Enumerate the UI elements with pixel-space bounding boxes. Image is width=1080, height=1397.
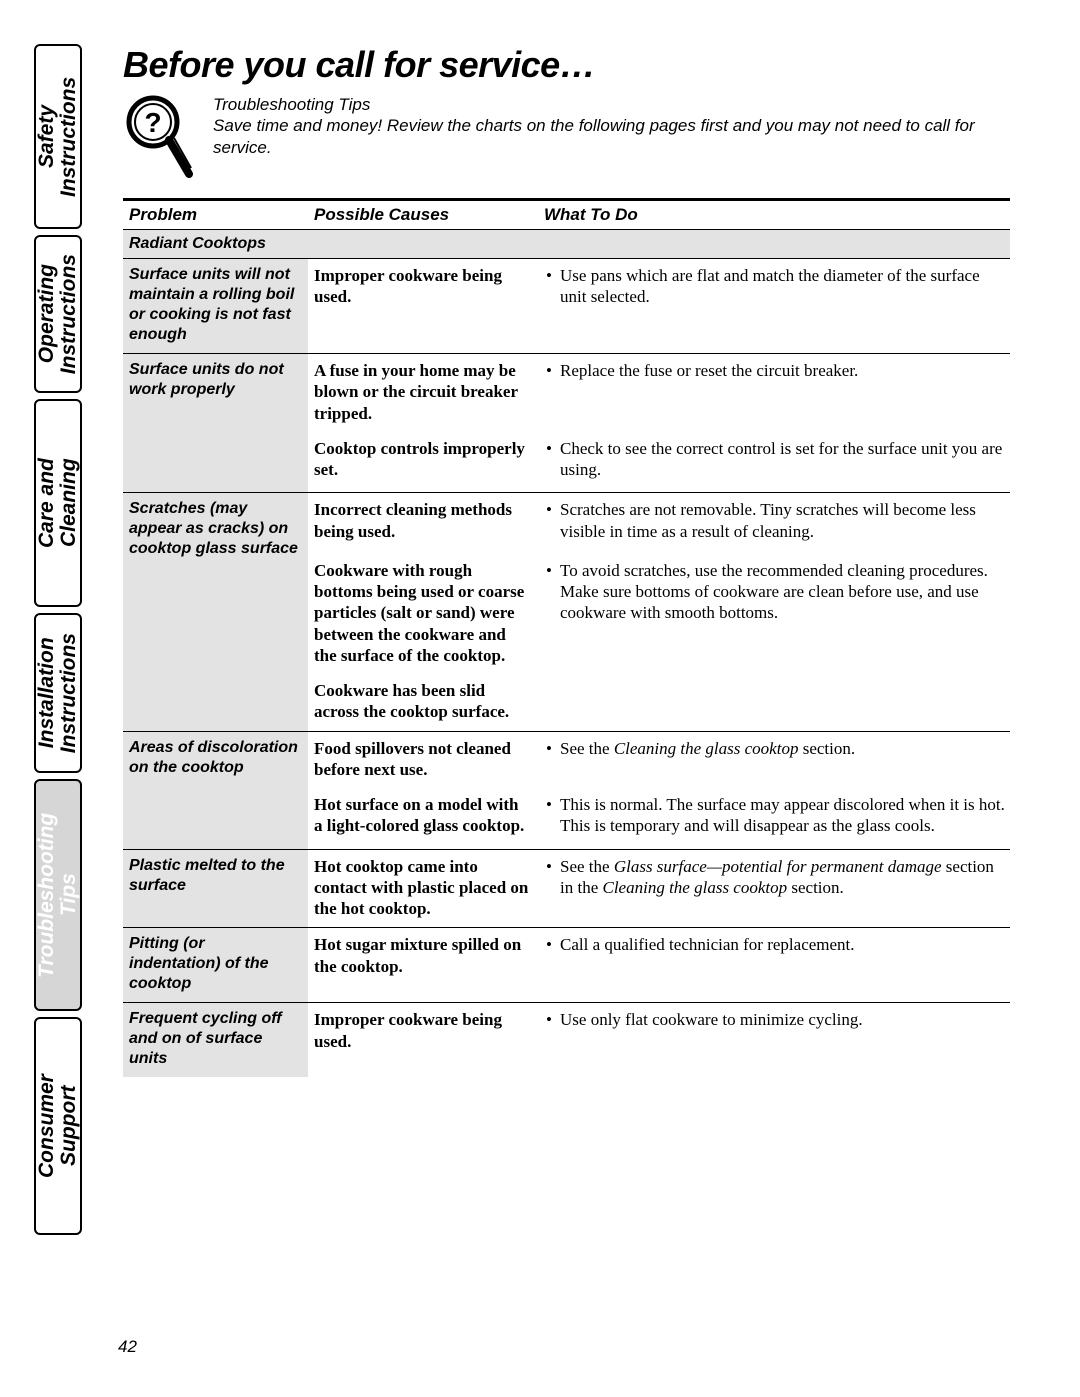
problem-cell: Plastic melted to the surface: [123, 849, 308, 928]
problem-cell: Frequent cycling off and on of surface u…: [123, 1003, 308, 1078]
todo-cell: See the Glass surface—potential for perm…: [538, 849, 1010, 928]
tab-troubleshooting[interactable]: Troubleshooting Tips: [34, 779, 82, 1011]
tab-label: Installation Instructions: [36, 619, 80, 767]
cause-cell: Food spillovers not cleaned before next …: [308, 731, 538, 788]
cause-cell: Improper cookware being used.: [308, 259, 538, 354]
page-number: 42: [118, 1337, 137, 1357]
todo-item: See the Cleaning the glass cooktop secti…: [560, 738, 1010, 759]
todo-cell: [538, 674, 1010, 731]
todo-cell: This is normal. The surface may appear d…: [538, 788, 1010, 849]
cause-cell: Hot surface on a model with a light-colo…: [308, 788, 538, 849]
tips-row: ? Troubleshooting Tips Save time and mon…: [123, 92, 1010, 182]
page-title: Before you call for service…: [123, 44, 1010, 86]
cause-cell: Cookware with rough bottoms being used o…: [308, 554, 538, 674]
tab-2[interactable]: Care and Cleaning: [34, 399, 82, 607]
tab-label: Operating Instructions: [36, 240, 80, 388]
col-header-causes: Possible Causes: [308, 200, 538, 230]
todo-cell: Replace the fuse or reset the circuit br…: [538, 354, 1010, 432]
tab-1[interactable]: Operating Instructions: [34, 235, 82, 393]
col-header-todo: What To Do: [538, 200, 1010, 230]
cause-cell: Improper cookware being used.: [308, 1003, 538, 1078]
todo-cell: Scratches are not removable. Tiny scratc…: [538, 493, 1010, 554]
tab-3[interactable]: Installation Instructions: [34, 613, 82, 773]
problem-cell: Surface units will not maintain a rollin…: [123, 259, 308, 354]
magnifier-question-icon: ?: [123, 92, 193, 182]
todo-cell: To avoid scratches, use the recommended …: [538, 554, 1010, 674]
tab-0[interactable]: Safety Instructions: [34, 44, 82, 229]
tab-label: Consumer Support: [36, 1019, 80, 1233]
todo-cell: Call a qualified technician for replacem…: [538, 928, 1010, 1003]
cause-cell: Hot sugar mixture spilled on the cooktop…: [308, 928, 538, 1003]
sidebar-tabs: Safety Instructions Operating Instruction…: [34, 44, 82, 1241]
todo-item: Call a qualified technician for replacem…: [560, 934, 1010, 955]
tips-text: Troubleshooting Tips Save time and money…: [213, 94, 1010, 158]
todo-item: See the Glass surface—potential for perm…: [560, 856, 1010, 899]
table-subheading: Radiant Cooktops: [123, 230, 1010, 259]
tab-label: Troubleshooting Tips: [36, 781, 80, 1009]
todo-item: Replace the fuse or reset the circuit br…: [560, 360, 1010, 381]
todo-item: Scratches are not removable. Tiny scratc…: [560, 499, 1010, 542]
problem-cell: Areas of discoloration on the cooktop: [123, 731, 308, 849]
tab-label: Safety Instructions: [36, 46, 80, 227]
todo-cell: Check to see the correct control is set …: [538, 432, 1010, 493]
tips-heading: Troubleshooting Tips: [213, 95, 370, 114]
todo-item: Check to see the correct control is set …: [560, 438, 1010, 481]
manual-page: Safety Instructions Operating Instruction…: [0, 0, 1080, 1397]
todo-cell: Use pans which are flat and match the di…: [538, 259, 1010, 354]
tips-body: Save time and money! Review the charts o…: [213, 116, 975, 156]
problem-cell: Surface units do not work properly: [123, 354, 308, 493]
cause-cell: Incorrect cleaning methods being used.: [308, 493, 538, 554]
todo-cell: Use only flat cookware to minimize cycli…: [538, 1003, 1010, 1078]
cause-cell: Cookware has been slid across the cookto…: [308, 674, 538, 731]
cause-cell: Hot cooktop came into contact with plast…: [308, 849, 538, 928]
todo-item: Use only flat cookware to minimize cycli…: [560, 1009, 1010, 1030]
tab-5[interactable]: Consumer Support: [34, 1017, 82, 1235]
col-header-problem: Problem: [123, 200, 308, 230]
cause-cell: A fuse in your home may be blown or the …: [308, 354, 538, 432]
tab-label: Care and Cleaning: [36, 401, 80, 605]
todo-cell: See the Cleaning the glass cooktop secti…: [538, 731, 1010, 788]
page-content: Before you call for service… ? Troublesh…: [123, 44, 1010, 1077]
problem-cell: Pitting (or indentation) of the cooktop: [123, 928, 308, 1003]
svg-text:?: ?: [144, 107, 161, 138]
todo-item: This is normal. The surface may appear d…: [560, 794, 1010, 837]
troubleshooting-table: Problem Possible Causes What To Do Radia…: [123, 198, 1010, 1077]
todo-item: Use pans which are flat and match the di…: [560, 265, 1010, 308]
cause-cell: Cooktop controls improperly set.: [308, 432, 538, 493]
problem-cell: Scratches (may appear as cracks) on cook…: [123, 493, 308, 731]
todo-item: To avoid scratches, use the recommended …: [560, 560, 1010, 624]
